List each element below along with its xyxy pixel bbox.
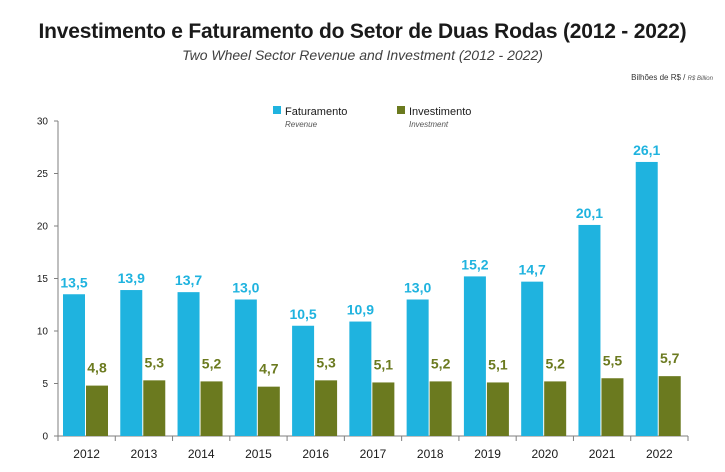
bar-investimento xyxy=(257,386,280,436)
data-label-investimento: 5,3 xyxy=(316,354,336,370)
x-tick-label: 2022 xyxy=(646,447,673,461)
legend-swatch-investimento xyxy=(397,106,405,114)
bar-investimento xyxy=(658,376,681,436)
bar-faturamento xyxy=(349,321,372,436)
data-label-investimento: 5,7 xyxy=(660,350,680,366)
bar-faturamento xyxy=(292,325,315,436)
legend-sublabel-faturamento: Revenue xyxy=(285,120,318,129)
y-tick-label: 30 xyxy=(37,117,49,128)
data-label-investimento: 5,3 xyxy=(145,354,165,370)
data-label-faturamento: 13,0 xyxy=(404,280,431,296)
x-tick-label: 2020 xyxy=(531,447,558,461)
y-tick-label: 10 xyxy=(37,327,49,338)
bar-faturamento xyxy=(463,276,486,436)
data-label-investimento: 5,5 xyxy=(603,352,623,368)
bar-investimento xyxy=(429,381,452,436)
bar-faturamento xyxy=(578,224,601,436)
x-tick-label: 2018 xyxy=(417,447,444,461)
bar-faturamento xyxy=(177,292,200,436)
data-label-investimento: 5,1 xyxy=(374,356,394,372)
bar-investimento xyxy=(544,381,567,436)
data-label-faturamento: 20,1 xyxy=(576,205,603,221)
x-tick-label: 2014 xyxy=(188,447,215,461)
bar-investimento xyxy=(143,380,166,436)
y-tick-label: 15 xyxy=(37,274,49,285)
data-label-faturamento: 15,2 xyxy=(461,256,488,272)
bar-investimento xyxy=(86,385,108,436)
y-tick-label: 25 xyxy=(37,169,49,180)
bar-faturamento xyxy=(635,161,658,436)
bar-investimento xyxy=(200,381,223,436)
unit-label: Bilhões de R$ / R$ Billion xyxy=(631,73,713,82)
x-tick-label: 2016 xyxy=(302,447,329,461)
data-label-investimento: 4,8 xyxy=(87,360,107,376)
data-label-faturamento: 10,5 xyxy=(289,306,316,322)
data-label-investimento: 5,2 xyxy=(202,355,222,371)
chart-title: Investimento e Faturamento do Setor de D… xyxy=(38,20,687,43)
unit-label-pt: Bilhões de R$ / xyxy=(631,73,686,82)
data-label-investimento: 5,2 xyxy=(545,355,565,371)
legend-label-faturamento: Faturamento xyxy=(285,106,347,118)
x-tick-label: 2019 xyxy=(474,447,501,461)
legend-sublabel-investimento: Investment xyxy=(409,120,449,129)
bar-faturamento xyxy=(406,299,429,436)
bar-faturamento xyxy=(63,294,85,436)
data-label-faturamento: 13,7 xyxy=(175,272,202,288)
x-tick-label: 2015 xyxy=(245,447,272,461)
data-label-faturamento: 10,9 xyxy=(347,302,374,318)
y-tick-label: 0 xyxy=(42,432,48,443)
x-tick-label: 2017 xyxy=(360,447,387,461)
legend-swatch-faturamento xyxy=(273,106,281,114)
chart-subtitle: Two Wheel Sector Revenue and Investment … xyxy=(182,47,543,63)
data-label-faturamento: 26,1 xyxy=(633,142,660,158)
bar-faturamento xyxy=(521,281,544,436)
x-tick-label: 2021 xyxy=(589,447,616,461)
y-tick-label: 5 xyxy=(42,379,48,390)
bar-investimento xyxy=(315,380,338,436)
bar-investimento xyxy=(601,378,624,436)
data-label-faturamento: 13,9 xyxy=(118,270,145,286)
x-tick-label: 2013 xyxy=(131,447,158,461)
data-label-faturamento: 14,7 xyxy=(519,262,546,278)
data-label-investimento: 5,2 xyxy=(431,355,451,371)
data-label-faturamento: 13,0 xyxy=(232,280,259,296)
legend-label-investimento: Investimento xyxy=(409,106,471,118)
x-tick-label: 2012 xyxy=(73,447,100,461)
data-label-investimento: 4,7 xyxy=(259,361,279,377)
data-label-investimento: 5,1 xyxy=(488,356,508,372)
bar-investimento xyxy=(486,382,509,436)
y-tick-label: 20 xyxy=(37,222,49,233)
unit-label-en: R$ Billion xyxy=(687,76,713,82)
data-label-faturamento: 13,5 xyxy=(60,274,87,290)
bar-investimento xyxy=(372,382,395,436)
bar-faturamento xyxy=(120,290,143,436)
bar-faturamento xyxy=(234,299,257,436)
